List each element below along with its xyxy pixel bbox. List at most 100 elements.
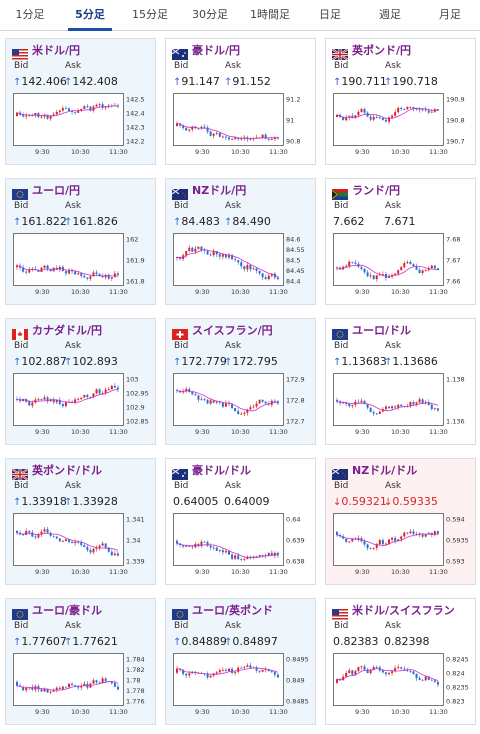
moving-average-line	[336, 668, 439, 681]
rate-card[interactable]: 豪ドル/ドル Bid Ask 0.64005 0.64009 0.64 0.639 0.638…	[165, 458, 316, 585]
x-tick-label: 11:30	[269, 148, 288, 156]
candle-body	[104, 678, 107, 682]
candle-body	[89, 549, 92, 553]
candle-body	[92, 548, 95, 553]
x-tick-label: 11:30	[269, 428, 288, 436]
candle-body	[261, 399, 264, 402]
ask-price: 7.671	[384, 215, 416, 228]
pair-name[interactable]: NZドル/円	[192, 184, 247, 197]
tab-4[interactable]: 1時間足	[250, 8, 290, 21]
candle-body	[224, 551, 227, 553]
ask-label: Ask	[65, 201, 82, 211]
candle-body	[372, 116, 375, 120]
rate-card[interactable]: ユーロ/円 Bid Ask ↑161.822 ↑161.826 162 161.9 161.8…	[5, 178, 156, 305]
candle-body	[64, 108, 67, 110]
chart-frame	[333, 513, 444, 566]
tab-1[interactable]: 5分足	[60, 0, 120, 31]
candle-body	[436, 681, 439, 685]
tab-6[interactable]: 週足	[379, 8, 401, 21]
candle-body	[351, 261, 354, 263]
ask-label: Ask	[385, 481, 402, 491]
rate-card[interactable]: スイスフラン/円 Bid Ask ↑172.779 ↑172.795 172.9 172.8…	[165, 318, 316, 445]
candle-body	[197, 543, 200, 546]
pair-name[interactable]: ユーロ/円	[32, 184, 81, 197]
bid-arrow-icon: ↑	[173, 357, 182, 368]
candle-body	[249, 139, 252, 140]
rate-card[interactable]: 豪ドル/円 Bid Ask ↑91.147 ↑91.152 91.2 91 90.8 9:30 1…	[165, 38, 316, 165]
candle-body	[188, 673, 191, 676]
ask-price: ↑1.13686	[384, 355, 438, 368]
candle-body	[224, 254, 227, 258]
candle-body	[264, 134, 267, 139]
y-tick-label: 0.639	[286, 537, 305, 545]
pair-name[interactable]: NZドル/ドル	[352, 464, 418, 477]
pair-name[interactable]: ランド/円	[352, 184, 401, 197]
candle-body	[267, 669, 270, 672]
rate-card[interactable]: カナダドル/円 Bid Ask ↑102.887 ↑102.893 103 102.95 10…	[5, 318, 156, 445]
pair-name[interactable]: ユーロ/ドル	[352, 324, 412, 337]
pair-name[interactable]: 米ドル/円	[32, 44, 81, 57]
x-tick-label: 11:30	[109, 568, 128, 576]
pair-name[interactable]: カナダドル/円	[32, 324, 103, 337]
pair-name[interactable]: スイスフラン/円	[192, 324, 273, 337]
candle-body	[176, 668, 178, 673]
candle-body	[363, 109, 366, 113]
rate-card[interactable]: ユーロ/英ポンド Bid Ask ↑0.84889 ↑0.84897 0.8495 0.84…	[165, 598, 316, 725]
pair-name[interactable]: 英ポンド/円	[352, 44, 412, 57]
pair-name[interactable]: 米ドル/スイスフラン	[352, 604, 455, 617]
ask-price: ↑0.84897	[224, 635, 278, 648]
candle-body	[276, 277, 279, 280]
candle-body	[83, 106, 86, 110]
y-tick-label: 7.68	[446, 236, 460, 244]
ask-label: Ask	[225, 621, 242, 631]
candle-body	[421, 534, 424, 537]
candle-body	[397, 667, 400, 669]
candle-body	[25, 115, 28, 117]
candle-body	[375, 544, 378, 548]
rate-card[interactable]: ユーロ/豪ドル Bid Ask ↑1.77607 ↑1.77621 1.784 1.782 1…	[5, 598, 156, 725]
candle-body	[221, 669, 224, 671]
pair-name[interactable]: ユーロ/英ポンド	[192, 604, 274, 617]
pair-name[interactable]: 英ポンド/ドル	[32, 464, 103, 477]
candle-body	[185, 673, 188, 676]
candlestick-chart: 0.64 0.639 0.638 9:30 10:30 11:30	[173, 513, 305, 576]
tab-7[interactable]: 月足	[439, 8, 461, 21]
candle-body	[391, 671, 394, 674]
rate-card[interactable]: NZドル/ドル Bid Ask ↓0.59321 ↓0.59335 0.594 0.5935…	[325, 458, 476, 585]
tab-5[interactable]: 日足	[319, 8, 341, 21]
ask-label: Ask	[65, 61, 82, 71]
candle-body	[430, 404, 433, 409]
rate-card[interactable]: ランド/円 Bid Ask 7.662 7.671 7.68 7.67 7.66 9:30 10:…	[325, 178, 476, 305]
candle-body	[110, 277, 113, 279]
ask-price: ↑190.718	[384, 75, 438, 88]
rate-card[interactable]: 米ドル/スイスフラン Bid Ask 0.82383 0.82398 0.8245 0.82…	[325, 598, 476, 725]
candle-body	[209, 131, 212, 136]
candle-body	[22, 267, 25, 272]
candle-body	[394, 406, 397, 408]
candle-body	[240, 667, 243, 669]
rate-card[interactable]: NZドル/円 Bid Ask ↑84.483 ↑84.490 84.6 84.55 84.5 8…	[165, 178, 316, 305]
moving-average-line	[176, 667, 279, 675]
candle-body	[249, 407, 252, 410]
candle-body	[116, 273, 119, 275]
rate-card[interactable]: 米ドル/円 Bid Ask ↑142.406 ↑142.408 142.5 142.4 142…	[5, 38, 156, 165]
rate-card[interactable]: ユーロ/ドル Bid Ask ↑1.13683 ↑1.13686 1.138 1.136 9:…	[325, 318, 476, 445]
candlestick-chart: 142.5 142.4 142.3 142.2 9:30 10:30 11:30	[13, 93, 145, 156]
pair-name[interactable]: 豪ドル/円	[192, 44, 241, 57]
rate-card[interactable]: 英ポンド/ドル Bid Ask ↑1.33918 ↑1.33928 1.341 1.34 1.…	[5, 458, 156, 585]
candle-body	[176, 540, 178, 544]
candle-body	[424, 270, 427, 272]
candle-body	[43, 265, 46, 268]
bid-arrow-icon: ↑	[13, 77, 22, 88]
candle-body	[397, 107, 400, 113]
candle-body	[68, 539, 70, 542]
rate-card[interactable]: 英ポンド/円 Bid Ask ↑190.711 ↑190.718 190.9 190.8 19…	[325, 38, 476, 165]
pair-name[interactable]: 豪ドル/ドル	[192, 464, 252, 477]
tab-0[interactable]: 1分足	[15, 8, 45, 21]
candle-body	[366, 404, 369, 408]
candle-body	[369, 116, 372, 120]
x-tick-label: 9:30	[35, 708, 50, 716]
tab-3[interactable]: 30分足	[192, 8, 228, 21]
pair-name[interactable]: ユーロ/豪ドル	[32, 604, 103, 617]
tab-2[interactable]: 15分足	[132, 8, 168, 21]
